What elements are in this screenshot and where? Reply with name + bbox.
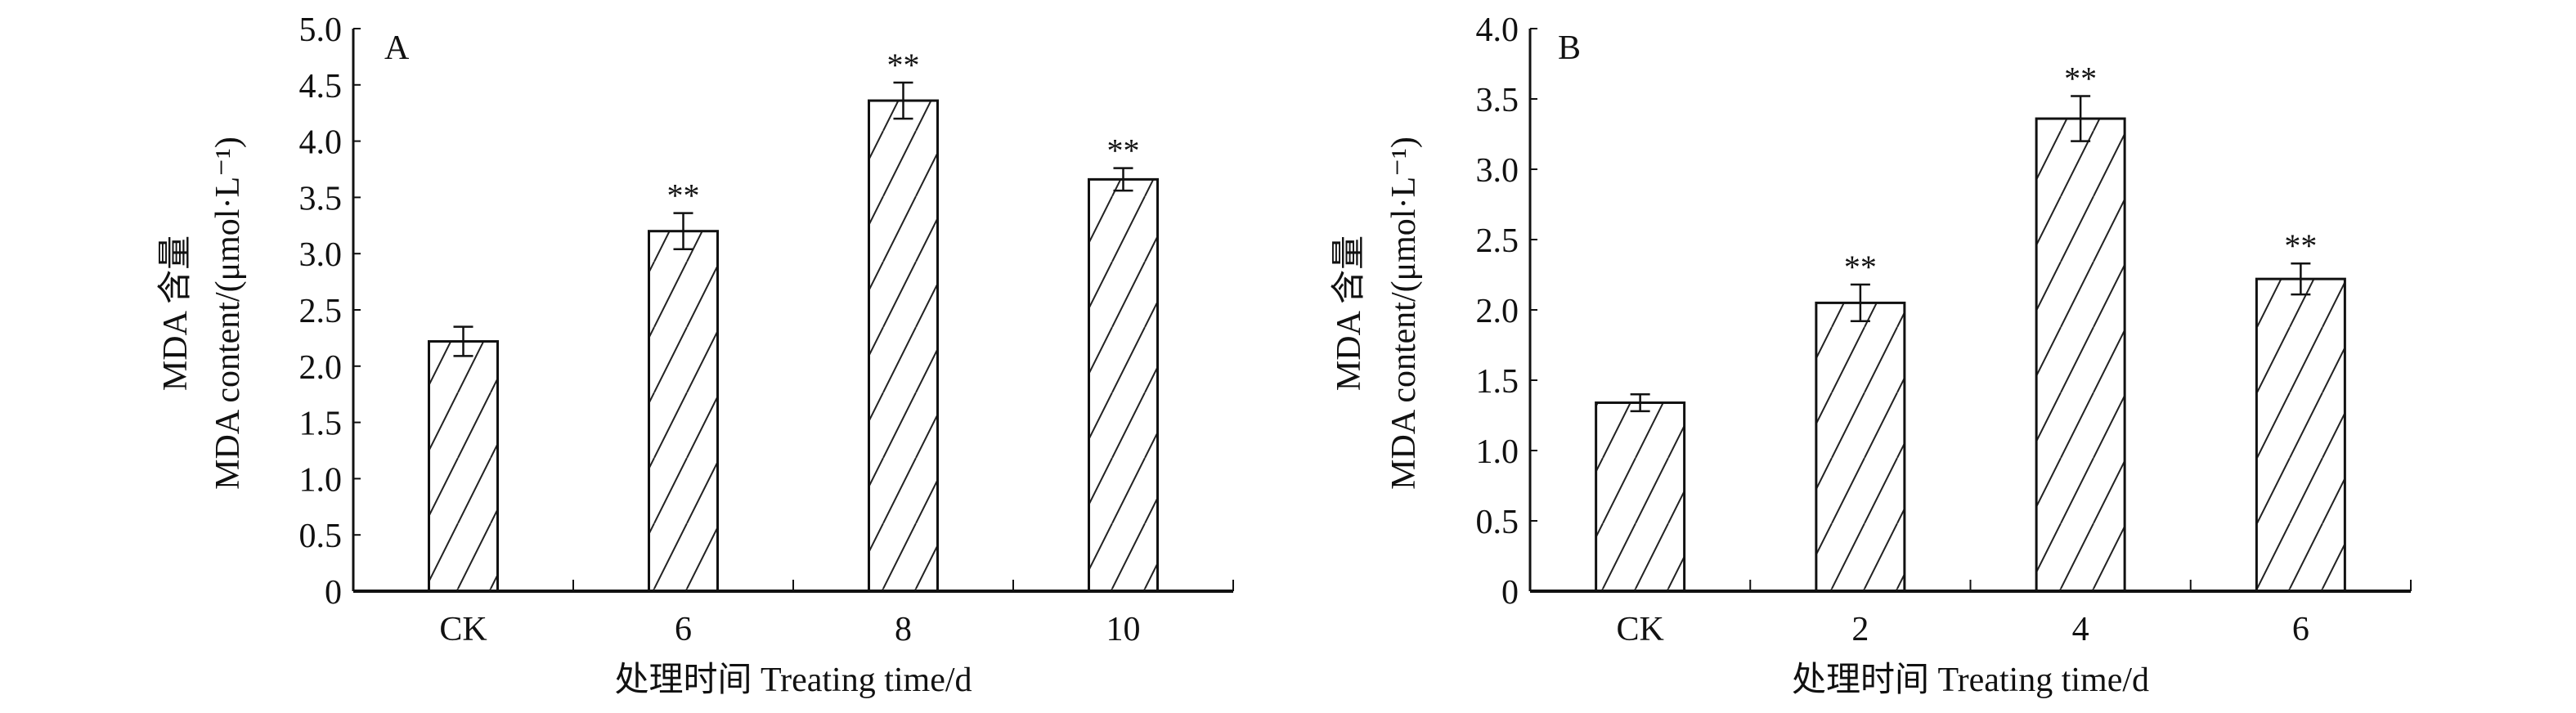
bar [1595,401,1686,593]
y-tick-label: 2.5 [299,293,343,330]
y-tick-label: 1.5 [299,406,343,443]
y-tick-label: 2.0 [299,349,343,387]
x-tick-label: 6 [675,611,692,648]
y-tick-label: 5.0 [299,11,343,49]
significance-label: ** [1844,249,1877,285]
significance-label: ** [1107,132,1140,169]
bar [1815,301,1906,593]
y-tick-label: 1.0 [1476,433,1519,471]
significance-label: ** [2284,227,2317,264]
bar [1088,177,1159,593]
y-axis-title-en: MDA content/(μmol·L⁻¹) [1385,137,1423,490]
y-tick-label: 3.5 [1476,82,1519,119]
y-tick-label: 3.5 [299,180,343,217]
y-tick-label: 1.5 [1476,363,1519,401]
x-tick-label: 8 [895,611,912,648]
y-tick-label: 0 [1501,574,1519,612]
y-tick-label: 2.5 [1476,222,1519,260]
chart-panel-a: 0 0.5 1.0 1.5 2.0 2.5 3.0 3.5 4.0 4.5 5.0 CK ** 6 ** 8 *… [157,11,1234,699]
x-tick-label: 10 [1106,611,1141,648]
chart-panel-b: 0 0.5 1.0 1.5 2.0 2.5 3.0 3.5 4.0 CK ** 2 ** 4 ** 6 B 处理时… [1331,11,2412,699]
y-axis-title-cn: MDA 含量 [157,235,195,391]
y-tick-label: 0.5 [299,518,343,555]
y-tick-label: 4.5 [299,68,343,105]
y-tick-label: 0 [325,574,342,612]
x-tick-label: CK [439,611,487,648]
bar [428,340,499,593]
significance-label: ** [2064,61,2097,97]
y-tick-label: 0.5 [1476,504,1519,541]
y-axis-title-en: MDA content/(μmol·L⁻¹) [209,137,247,490]
y-tick-label: 2.0 [1476,293,1519,330]
y-tick-label: 4.0 [299,124,343,162]
panel-label: A [384,29,410,67]
bar [648,230,719,593]
x-tick-label: CK [1616,611,1663,648]
x-tick-label: 6 [2292,611,2309,648]
x-tick-label: 2 [1851,611,1869,648]
y-tick-label: 3.0 [299,236,343,274]
x-axis-title: 处理时间 Treating time/d [614,661,972,699]
y-tick-label: 1.0 [299,461,343,499]
y-tick-label: 4.0 [1476,11,1519,49]
bar [2035,117,2126,593]
x-tick-label: 4 [2072,611,2089,648]
significance-label: ** [887,47,920,83]
y-axis-title-cn: MDA 含量 [1331,235,1368,391]
panel-label: B [1558,29,1581,67]
x-axis-title: 处理时间 Treating time/d [1792,661,2149,699]
significance-label: ** [667,177,700,214]
bar [868,99,939,593]
bar [2255,277,2346,593]
y-tick-label: 3.0 [1476,152,1519,190]
